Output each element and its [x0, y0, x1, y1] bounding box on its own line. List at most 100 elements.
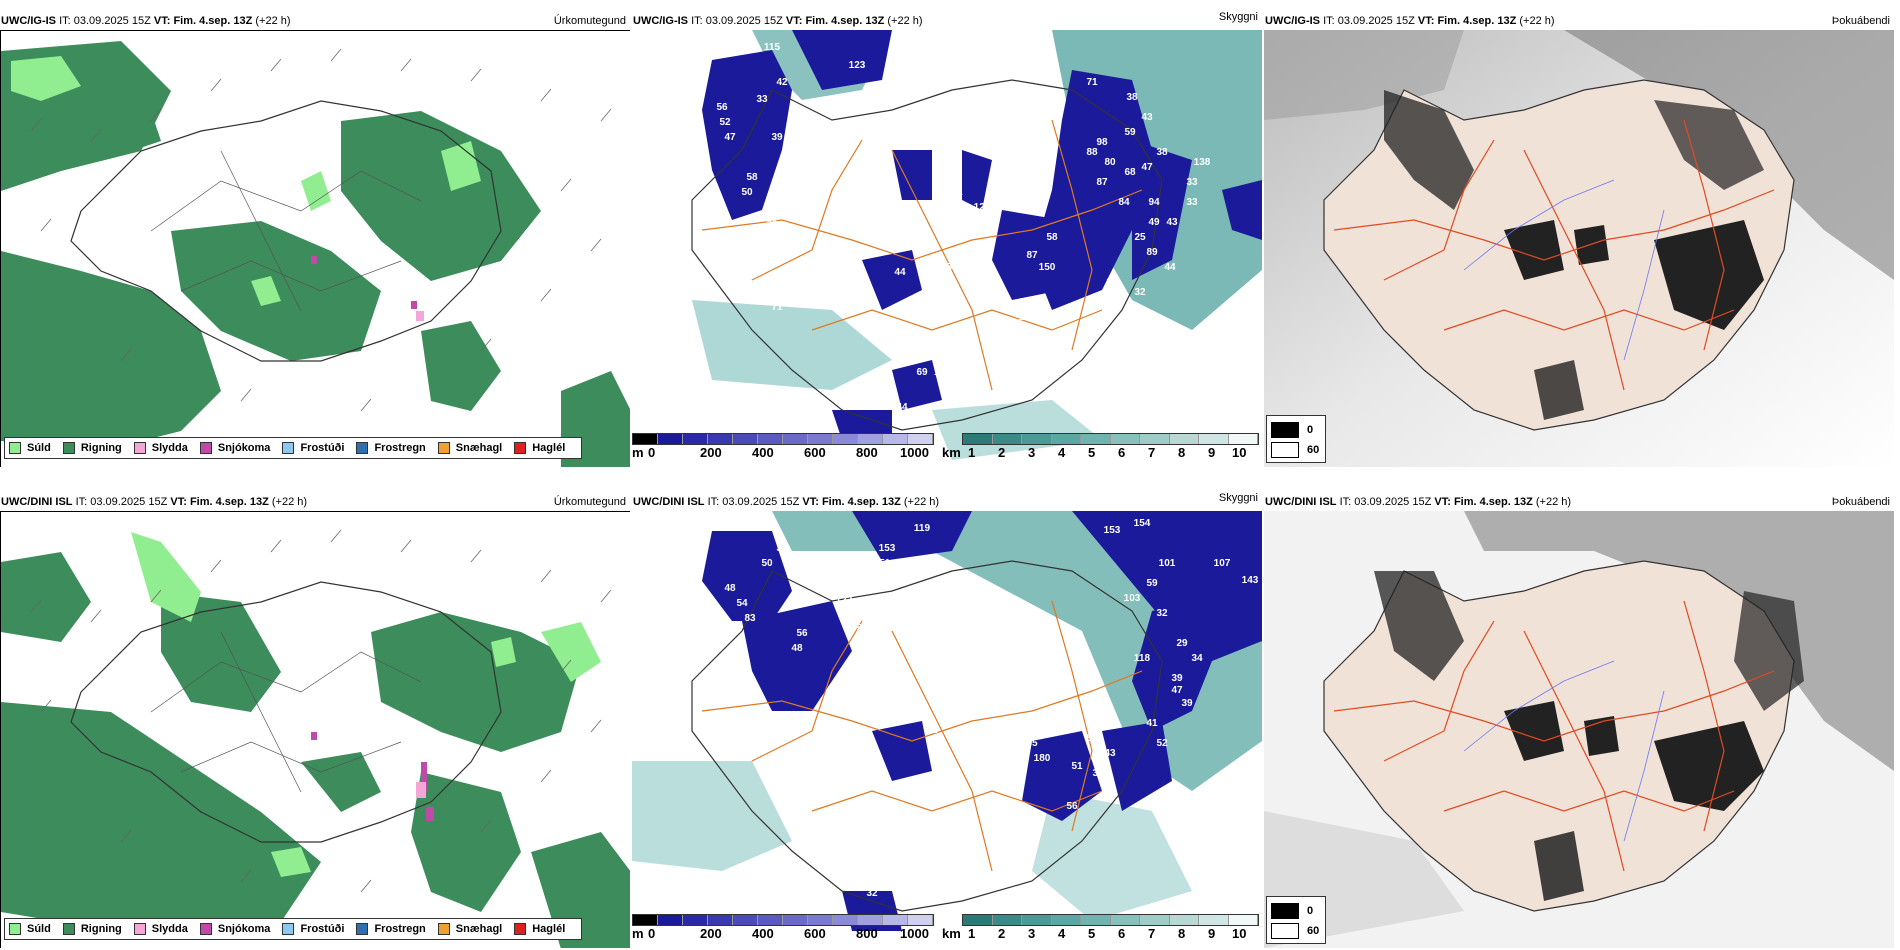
svg-text:55: 55	[766, 217, 778, 228]
panel-header: UWC/DINI ISL IT: 03.09.2025 15Z VT: Fim.…	[632, 493, 1262, 511]
svg-text:107: 107	[1214, 558, 1231, 569]
panel-header: UWC/DINI ISL IT: 03.09.2025 15Z VT: Fim.…	[0, 493, 630, 511]
svg-text:118: 118	[934, 367, 951, 378]
svg-text:44: 44	[896, 402, 908, 413]
svg-text:29: 29	[1116, 292, 1128, 303]
svg-text:153: 153	[1104, 525, 1121, 536]
svg-text:56: 56	[796, 628, 808, 639]
svg-text:48: 48	[791, 643, 803, 654]
model-name: UWC/DINI ISL	[633, 496, 705, 508]
svg-text:36: 36	[786, 558, 798, 569]
svg-text:38: 38	[1126, 92, 1138, 103]
svg-text:59: 59	[946, 262, 958, 273]
svg-text:138: 138	[824, 97, 841, 108]
panel-header: UWC/IG-IS IT: 03.09.2025 15Z VT: Fim. 4.…	[632, 12, 1262, 30]
fog-index-panel-row2: UWC/DINI ISL IT: 03.09.2025 15Z VT: Fim.…	[1264, 493, 1894, 948]
svg-text:42: 42	[894, 710, 906, 721]
svg-text:62: 62	[926, 725, 938, 736]
svg-text:50: 50	[761, 558, 773, 569]
svg-text:32: 32	[1134, 287, 1146, 298]
cloud-map: 119 153 154 39 50 36 175 151 153 101 107 143 48 54 5…	[632, 511, 1262, 948]
ceiling-colorbar: m 0 200 400 600 800 1000	[632, 914, 937, 944]
svg-text:56: 56	[716, 102, 728, 113]
svg-text:70: 70	[1131, 307, 1143, 318]
svg-text:50: 50	[771, 284, 783, 295]
legend-item: Snjókoma	[199, 923, 270, 935]
svg-text:33: 33	[756, 94, 768, 105]
svg-text:33: 33	[1186, 197, 1198, 208]
fog-map	[1264, 511, 1894, 948]
cloud-visibility-panel-row2: UWC/DINI ISL IT: 03.09.2025 15Z VT: Fim.…	[632, 493, 1262, 948]
ceiling-colorbar-scale	[632, 914, 934, 926]
svg-text:44: 44	[894, 267, 906, 278]
legend-item: Snæhagl	[437, 923, 502, 935]
svg-text:103: 103	[1124, 593, 1141, 604]
svg-text:44: 44	[1164, 262, 1176, 273]
svg-text:43: 43	[1141, 112, 1153, 123]
svg-text:135: 135	[924, 855, 941, 866]
svg-text:83: 83	[744, 613, 756, 624]
svg-text:98: 98	[1096, 137, 1108, 148]
svg-text:42: 42	[821, 585, 833, 596]
svg-text:41: 41	[831, 890, 843, 901]
svg-text:80: 80	[1104, 157, 1116, 168]
svg-text:45: 45	[946, 703, 958, 714]
svg-text:34: 34	[1191, 653, 1203, 664]
legend-item: Frostúði	[282, 442, 344, 454]
model-name: UWC/DINI ISL	[1, 496, 73, 508]
svg-text:53: 53	[1086, 733, 1098, 744]
legend-item: Haglél	[514, 442, 565, 454]
visibility-colorbar: km 1 2 3 4 5 6 7 8 9 10	[942, 433, 1262, 463]
legend-item: Rigning	[62, 442, 122, 454]
fog-legend: 0 60	[1266, 415, 1326, 463]
svg-text:39: 39	[771, 132, 783, 143]
svg-text:175: 175	[839, 565, 856, 576]
svg-text:58: 58	[1046, 232, 1058, 243]
panel-title: Skyggni	[1218, 12, 1258, 23]
svg-text:52: 52	[1156, 738, 1168, 749]
svg-text:51: 51	[1094, 292, 1106, 303]
svg-text:81: 81	[951, 187, 963, 198]
visibility-colorbar: km 1 2 3 4 5 6 7 8 9 10	[942, 914, 1262, 944]
svg-text:153: 153	[879, 543, 896, 554]
svg-text:59: 59	[1124, 127, 1136, 138]
svg-text:123: 123	[849, 60, 866, 71]
svg-text:47: 47	[1171, 685, 1183, 696]
svg-text:54: 54	[736, 598, 748, 609]
svg-text:101: 101	[1159, 558, 1176, 569]
model-name: UWC/IG-IS	[1, 15, 56, 27]
svg-text:82: 82	[1056, 307, 1068, 318]
legend-item: Súld	[9, 923, 51, 935]
svg-text:55: 55	[856, 623, 868, 634]
svg-text:51: 51	[896, 855, 908, 866]
svg-text:49: 49	[1056, 332, 1068, 343]
svg-text:37: 37	[1092, 768, 1104, 779]
svg-text:147: 147	[909, 312, 926, 323]
ceiling-colorbar: m 0 200 400 600 800 1000	[632, 433, 937, 463]
svg-text:85: 85	[1026, 738, 1038, 749]
svg-text:25: 25	[1134, 232, 1146, 243]
svg-text:87: 87	[1096, 177, 1108, 188]
cloud-visibility-panel-row1: UWC/IG-IS IT: 03.09.2025 15Z VT: Fim. 4.…	[632, 12, 1262, 467]
precip-map	[0, 511, 630, 948]
ceiling-colorbar-scale	[632, 433, 934, 445]
svg-text:150: 150	[1039, 262, 1056, 273]
svg-text:49: 49	[1148, 217, 1160, 228]
cloud-map: 115 123 42 33 138 56 52 47 39 191 71 38 43 59 98 88 8…	[632, 30, 1262, 467]
panel-title: Þokuábendi	[1831, 496, 1890, 508]
svg-text:64: 64	[786, 237, 798, 248]
svg-text:52: 52	[851, 172, 863, 183]
precip-type-panel-row1: UWC/IG-IS IT: 03.09.2025 15Z VT: Fim. 4.…	[0, 12, 630, 467]
precip-type-panel-row2: UWC/DINI ISL IT: 03.09.2025 15Z VT: Fim.…	[0, 493, 630, 948]
svg-text:34: 34	[1106, 277, 1118, 288]
legend-item: Snjókoma	[199, 442, 270, 454]
svg-text:39: 39	[1181, 698, 1193, 709]
svg-text:191: 191	[854, 124, 871, 135]
svg-text:43: 43	[1166, 217, 1178, 228]
svg-text:39: 39	[1171, 673, 1183, 684]
svg-text:32: 32	[1156, 608, 1168, 619]
legend-item: Slydda	[133, 442, 188, 454]
svg-text:151: 151	[874, 558, 891, 569]
precip-map	[0, 30, 630, 467]
svg-text:48: 48	[724, 583, 736, 594]
